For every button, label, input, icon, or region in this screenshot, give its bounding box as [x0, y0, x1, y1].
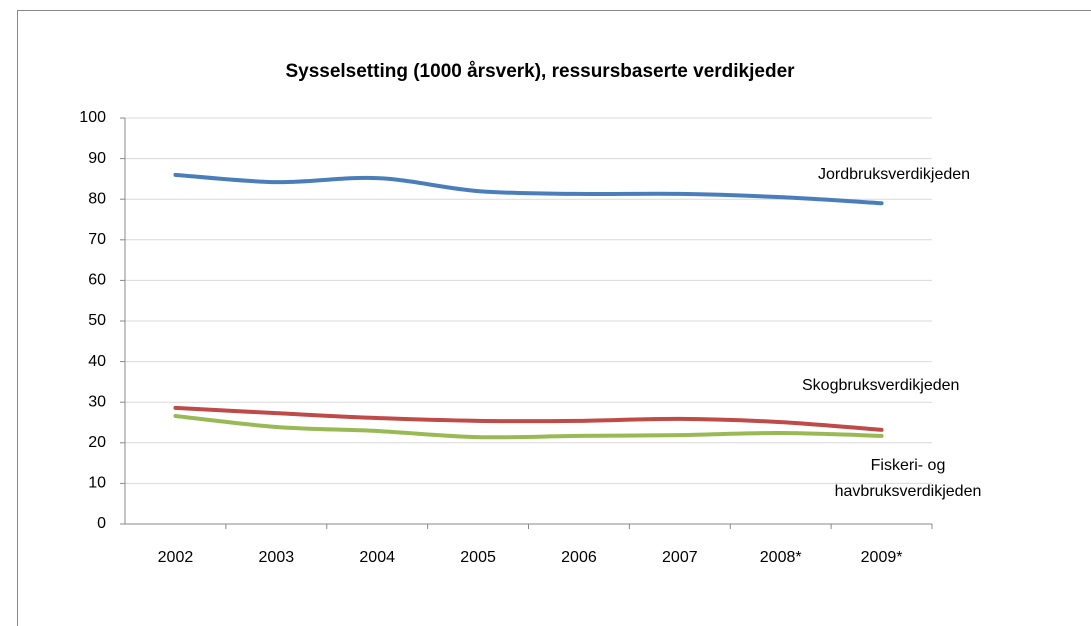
y-tick-label: 30	[88, 393, 106, 410]
y-tick-label: 80	[88, 190, 106, 207]
series-line	[173, 405, 884, 432]
series-line	[173, 414, 884, 440]
y-tick-label: 100	[79, 109, 106, 126]
y-tick-label: 40	[88, 353, 106, 370]
x-tick-label: 2006	[561, 549, 597, 566]
y-tick-label: 0	[97, 515, 106, 532]
x-tick-label: 2002	[158, 549, 194, 566]
x-tick-label: 2009*	[861, 549, 903, 566]
series-label: Skogbruksverdikjeden	[802, 377, 960, 394]
chart-title: Sysselsetting (1000 årsverk), ressursbas…	[285, 61, 795, 82]
x-tick-label: 2007	[662, 549, 698, 566]
y-tick-label: 10	[88, 475, 106, 492]
x-tick-label: 2003	[259, 549, 295, 566]
y-tick-label: 90	[88, 150, 106, 167]
y-tick-label: 50	[88, 312, 106, 329]
chart-frame	[17, 10, 1091, 626]
series-label: Fiskeri- og havbruksverdikjeden	[834, 457, 982, 500]
series-line	[173, 172, 884, 206]
series-label: Jordbruksverdikjeden	[818, 166, 971, 183]
y-tick-label: 20	[88, 434, 106, 451]
y-tick-label: 70	[88, 231, 106, 248]
y-tick-label: 60	[88, 272, 106, 289]
x-tick-label: 2008*	[760, 549, 802, 566]
x-tick-label: 2005	[460, 549, 496, 566]
x-tick-label: 2004	[359, 549, 395, 566]
